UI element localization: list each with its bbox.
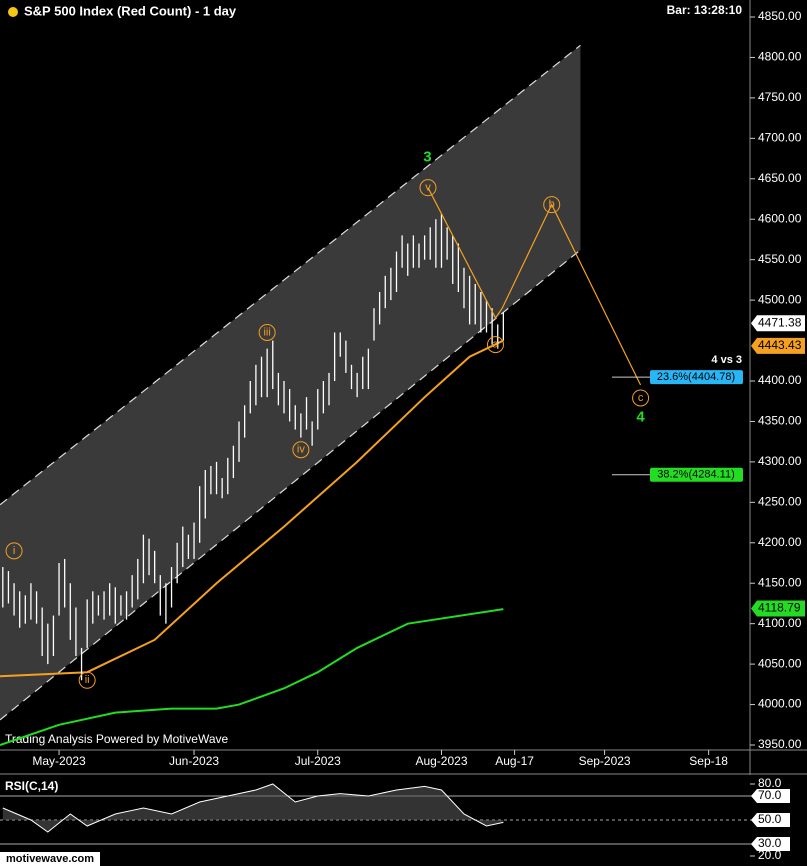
- y-tick-label: 4000.00: [758, 697, 802, 711]
- price-tag: [751, 337, 805, 354]
- wave-marker: [486, 336, 504, 354]
- chart-title: S&P 500 Index (Red Count) - 1 day: [24, 3, 237, 18]
- wave-marker: [419, 179, 437, 197]
- price-tag: [751, 600, 805, 617]
- bar-time: Bar: 13:28:10: [667, 3, 743, 17]
- moving-average: [0, 339, 504, 678]
- site: motivewave.com: [6, 853, 94, 865]
- rsi-tag: [751, 813, 790, 827]
- price-tag-label: 4443.43: [758, 338, 802, 352]
- credit: Trading Analysis Powered by MotiveWave: [5, 732, 229, 746]
- rsi-tick-label: 20.0: [758, 848, 782, 862]
- y-tick-label: 4250.00: [758, 495, 802, 509]
- rsi-line: [2, 783, 504, 833]
- x-tick-label: Sep-18: [689, 754, 728, 768]
- wave-label: iii: [263, 326, 270, 338]
- moving-average: [0, 608, 504, 746]
- x-tick-label: Aug-2023: [415, 754, 467, 768]
- x-tick-label: Aug-17: [495, 754, 534, 768]
- rsi-tick-label: 30.0: [758, 836, 782, 850]
- x-tick-label: Jul-2023: [295, 754, 341, 768]
- degree-label: 3: [423, 149, 431, 166]
- y-tick-label: 3950.00: [758, 737, 802, 751]
- y-tick-label: 4700.00: [758, 131, 802, 145]
- y-tick-label: 4500.00: [758, 292, 802, 306]
- wave-label: iv: [297, 444, 305, 456]
- y-tick-label: 4300.00: [758, 454, 802, 468]
- fib-box: [650, 370, 743, 385]
- channel-edge: [0, 44, 581, 506]
- y-tick-label: 4750.00: [758, 90, 802, 104]
- wave-marker: [78, 671, 96, 689]
- rsi-tick-label: 70.0: [758, 788, 782, 802]
- x-tick-label: Sep-2023: [579, 754, 631, 768]
- y-tick-label: 4800.00: [758, 50, 802, 64]
- wave-label: b: [549, 199, 555, 211]
- wave-label: i: [13, 545, 15, 557]
- y-tick-label: 4400.00: [758, 373, 802, 387]
- wave-label: ii: [85, 674, 90, 686]
- wave-label: v: [425, 182, 431, 194]
- y-tick-label: 4600.00: [758, 211, 802, 225]
- wave-label: a: [492, 339, 499, 351]
- price-tag-label: 4118.79: [758, 601, 801, 615]
- y-tick-label: 4850.00: [758, 9, 802, 23]
- wave-projection: [427, 187, 642, 386]
- y-tick-label: 4100.00: [758, 616, 802, 630]
- wave-marker: [5, 542, 23, 560]
- y-tick-label: 4150.00: [758, 575, 802, 589]
- fib-title: 4 vs 3: [711, 354, 742, 366]
- fib-label: 38.2%(4284.11): [657, 469, 734, 481]
- x-tick-label: Jun-2023: [169, 754, 219, 768]
- y-tick-label: 4050.00: [758, 656, 802, 670]
- y-tick-label: 4550.00: [758, 252, 802, 266]
- rsi-tick-label: 50.0: [758, 812, 782, 826]
- wave-marker: [543, 196, 561, 214]
- status-dot: [8, 7, 18, 17]
- wave-label: c: [638, 392, 644, 404]
- fib-label: 23.6%(4404.78): [657, 371, 735, 383]
- rsi-title: RSI(C,14): [5, 779, 58, 793]
- channel: [0, 45, 581, 720]
- channel-edge: [0, 249, 581, 721]
- wave-marker: [292, 441, 310, 459]
- rsi-tag: [751, 837, 790, 851]
- fib-box: [650, 467, 743, 482]
- rsi-area: [2, 784, 504, 832]
- y-tick-label: 4350.00: [758, 414, 802, 428]
- y-tick-label: 4650.00: [758, 171, 802, 185]
- price-tag: [751, 315, 805, 332]
- wave-marker: [632, 389, 650, 407]
- y-tick-label: 4200.00: [758, 535, 802, 549]
- site-badge: [0, 852, 100, 866]
- x-tick-label: May-2023: [32, 754, 86, 768]
- degree-label: 4: [636, 408, 645, 425]
- price-tag-label: 4471.38: [758, 315, 802, 329]
- wave-marker: [258, 323, 276, 341]
- rsi-tick-label: 80.0: [758, 776, 782, 790]
- rsi-tag: [751, 789, 790, 803]
